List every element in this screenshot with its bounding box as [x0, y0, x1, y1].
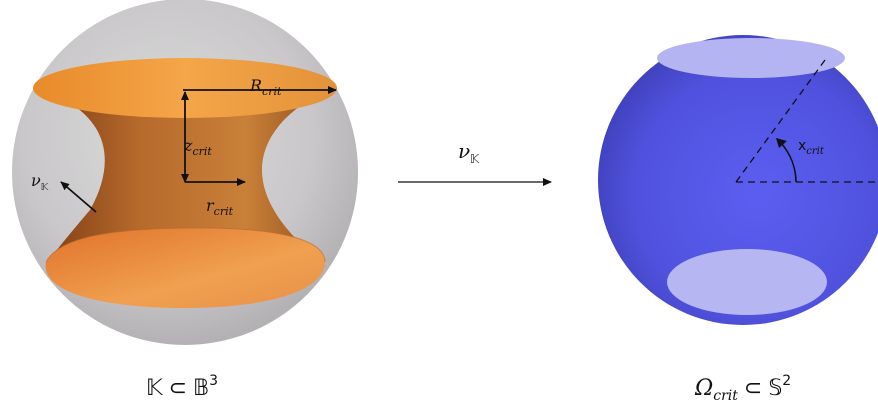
r-crit-label: rcrit [206, 196, 234, 218]
normal-vector-arrow [60, 181, 97, 213]
bottom-cap [667, 249, 827, 315]
cap-boundary-line [735, 59, 826, 183]
R-crit-label: Rcrit [249, 76, 282, 98]
z-crit-label: zcrit [183, 136, 212, 158]
left-caption: 𝕂 ⊂ 𝔹3 [146, 373, 218, 401]
angle-label: xcrit [798, 138, 825, 157]
angle-arc [780, 142, 797, 183]
right-panel: xcrit Ωcrit ⊂ 𝕊2 [598, 35, 878, 404]
bottom-rim-edge [45, 227, 326, 263]
right-caption: Ωcrit ⊂ 𝕊2 [694, 373, 791, 404]
left-panel: Rcrit zcrit rcrit ν𝕂 𝕂 ⊂ 𝔹3 [12, 0, 358, 401]
top-cap [657, 38, 845, 78]
gauss-map-arrow: ν𝕂 [398, 139, 552, 186]
catenoid-top-rim [33, 58, 337, 118]
nu-K-label: ν𝕂 [31, 171, 49, 193]
catenoid-bottom-rim [45, 228, 325, 308]
angle-arrowhead [776, 138, 787, 148]
map-arrow-label: ν𝕂 [458, 139, 480, 166]
